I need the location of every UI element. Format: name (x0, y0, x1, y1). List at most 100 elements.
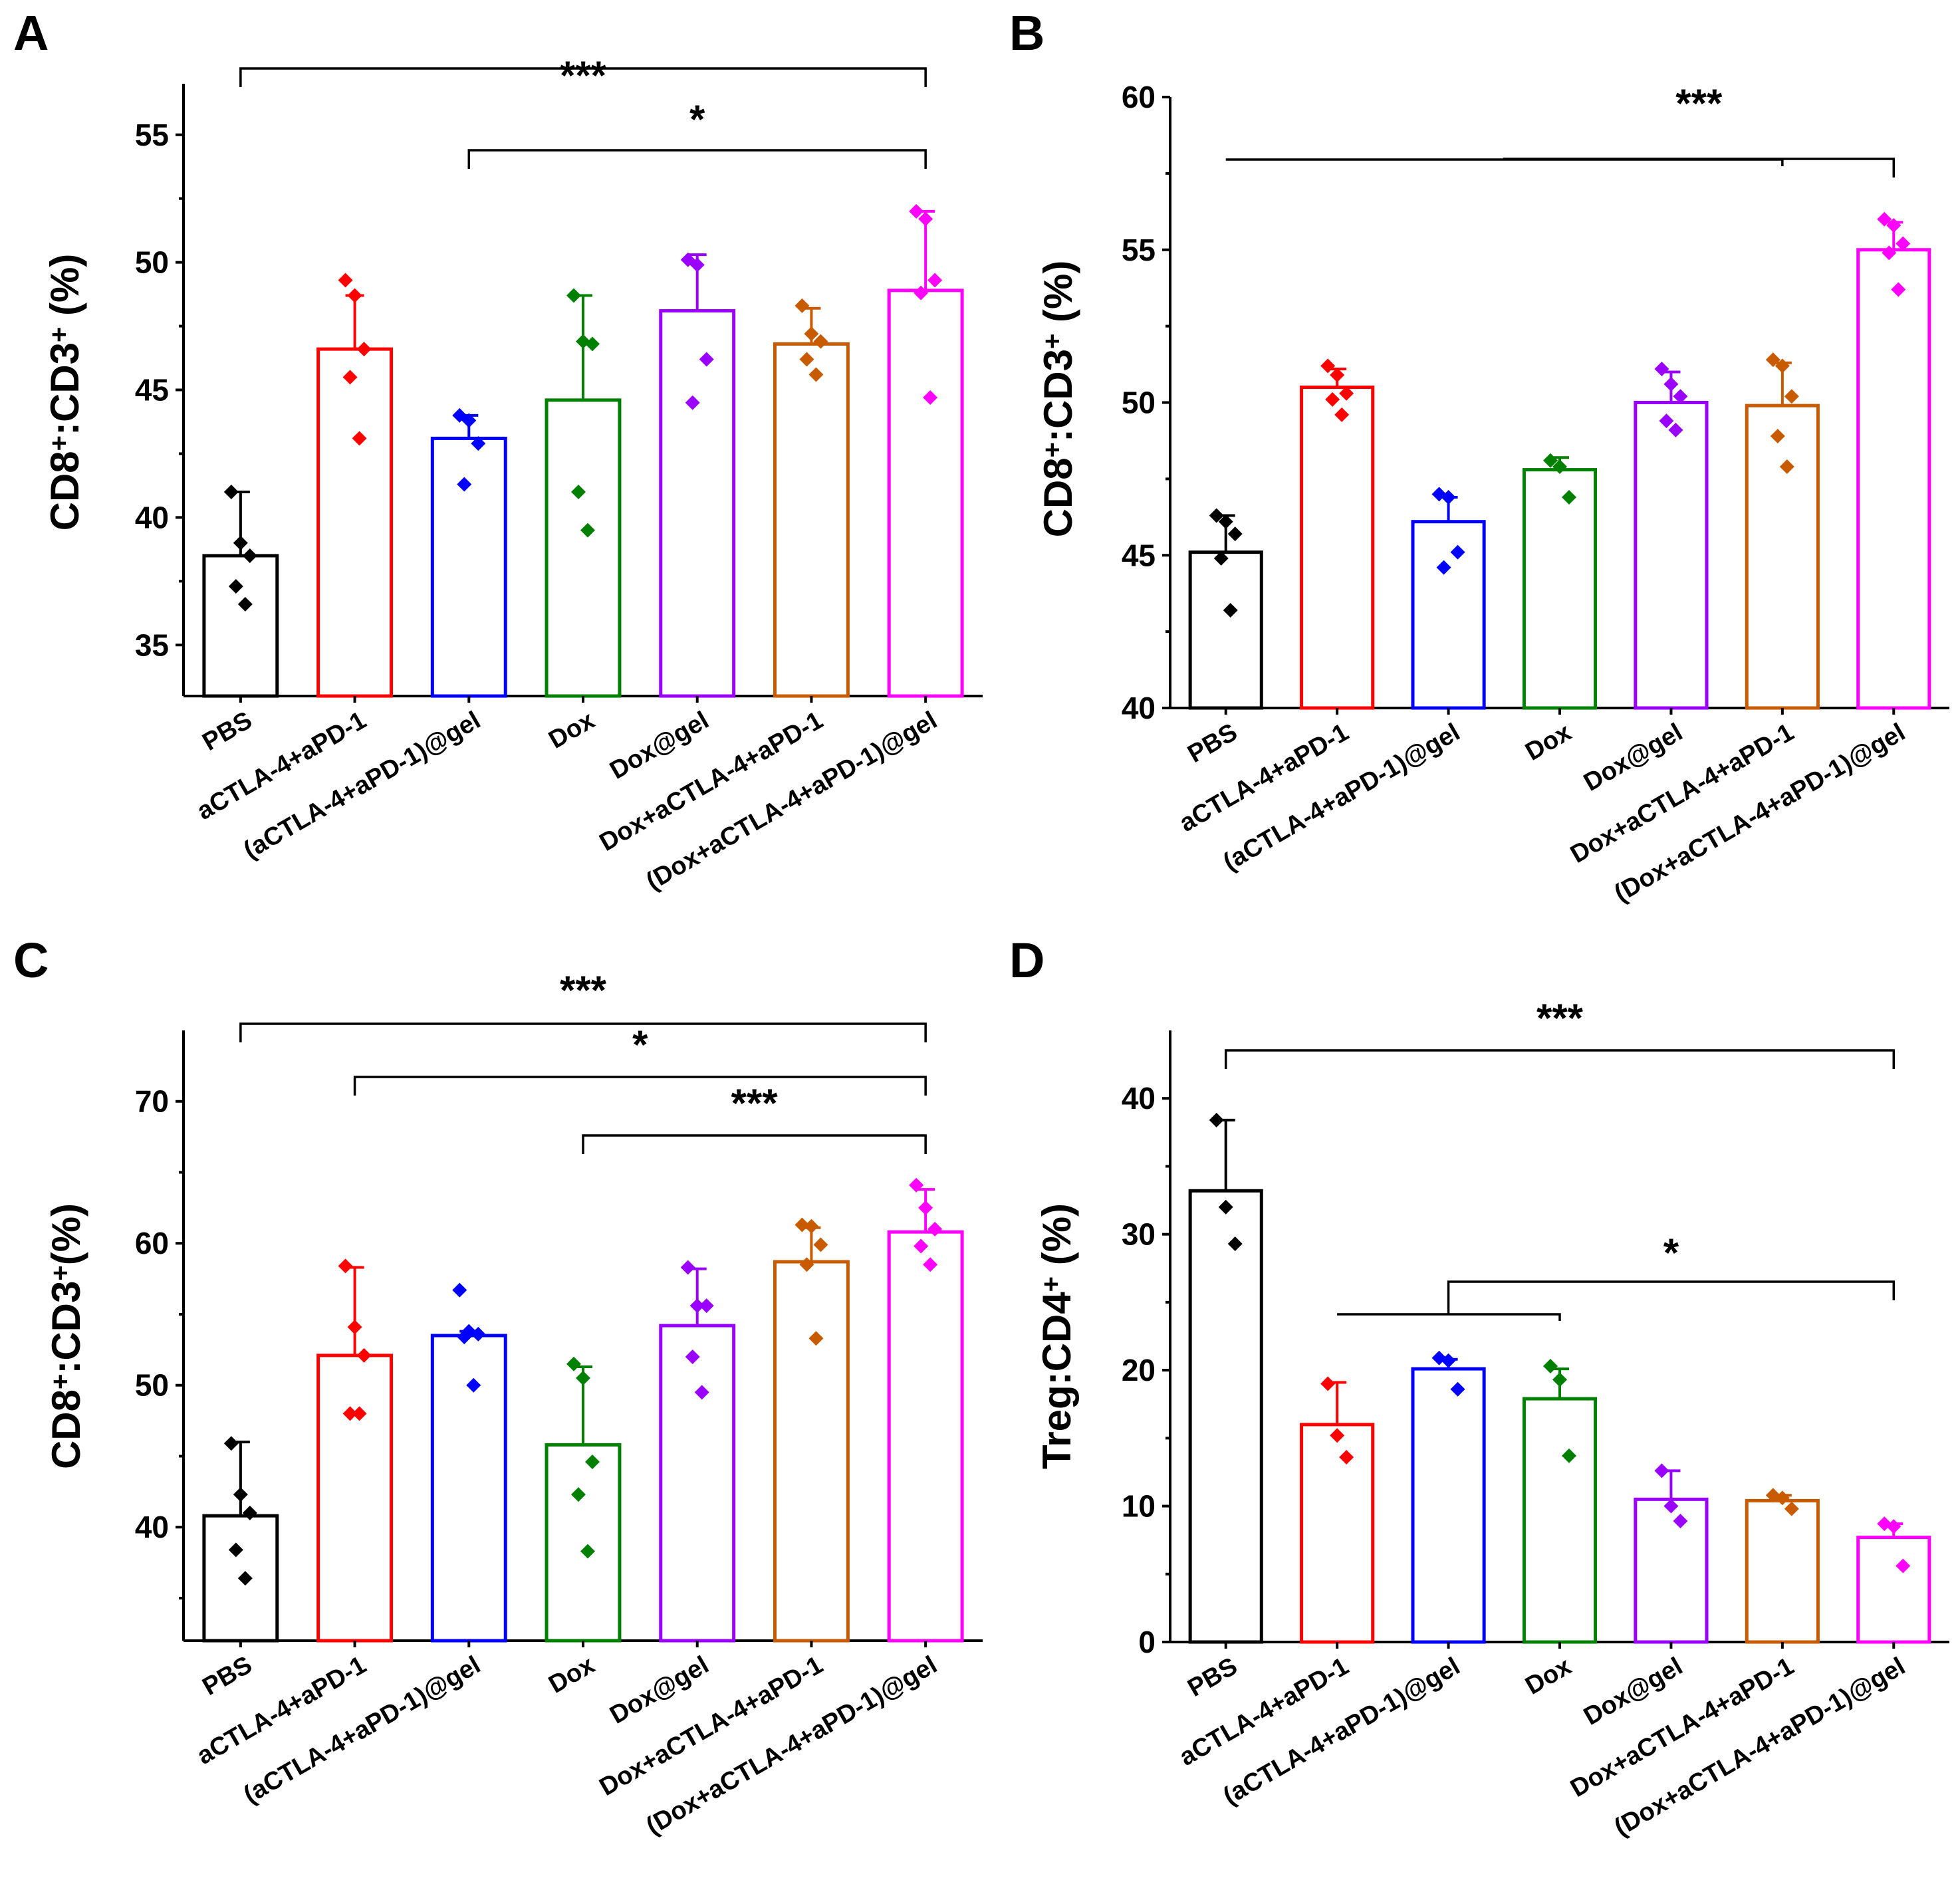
data-point (580, 1544, 595, 1559)
data-point (566, 1356, 581, 1371)
data-point (347, 288, 362, 303)
data-point (1886, 217, 1901, 233)
data-point (813, 1237, 828, 1252)
data-point (689, 1298, 705, 1314)
y-axis-label-part: :CD3 (44, 1281, 88, 1374)
data-point (461, 413, 477, 428)
panel-letter: B (1009, 5, 1044, 60)
data-point (1779, 459, 1794, 474)
y-axis-label-part: :CD3 (1036, 349, 1080, 442)
y-axis-label-superscript: + (1037, 1276, 1066, 1292)
data-point (914, 285, 929, 300)
data-point (1223, 602, 1238, 618)
significance-bracket (1503, 158, 1896, 177)
y-tick-label: 40 (135, 500, 169, 534)
y-tick-label: 45 (135, 373, 169, 408)
y-axis-label-superscript: + (45, 327, 74, 342)
y-axis-label-part: (%) (43, 254, 87, 327)
data-point (242, 1505, 257, 1520)
y-axis-label-part: CD8 (43, 451, 87, 530)
data-point (1663, 1498, 1679, 1514)
panel-letter: A (13, 5, 49, 60)
data-point (452, 1282, 467, 1298)
data-point (1886, 1519, 1901, 1534)
y-axis-label-superscript: + (46, 1265, 75, 1280)
data-point (923, 390, 938, 406)
data-point (923, 1257, 938, 1272)
significance-label: * (1663, 1231, 1679, 1275)
data-point (804, 326, 819, 342)
data-point (1450, 1381, 1465, 1397)
y-tick-label: 35 (135, 628, 169, 662)
y-axis-label-part: CD8 (1036, 457, 1080, 537)
data-point (1659, 413, 1674, 429)
data-point (1218, 514, 1233, 529)
data-point (1891, 282, 1906, 297)
significance-label: *** (1675, 81, 1723, 126)
data-point (571, 485, 586, 499)
data-point (1209, 508, 1224, 523)
data-point (1209, 1112, 1224, 1127)
data-point (457, 477, 472, 492)
y-tick-label: 45 (1122, 538, 1156, 572)
data-point (808, 1331, 824, 1346)
data-point (1320, 358, 1336, 374)
data-point (223, 1436, 239, 1451)
data-point (685, 395, 700, 410)
data-point (338, 1258, 353, 1274)
significance-bracket (467, 149, 927, 169)
data-point (918, 211, 933, 227)
data-point (689, 257, 705, 273)
data-point (914, 1238, 929, 1254)
data-point (699, 352, 714, 367)
y-axis-label: CD8+:CD3+ (%) (1036, 261, 1080, 538)
data-point (909, 1177, 924, 1193)
data-point (680, 1260, 695, 1275)
data-point (1877, 211, 1892, 227)
data-point (909, 203, 924, 219)
data-point (1765, 352, 1780, 368)
data-point (1543, 1358, 1558, 1373)
data-point (356, 342, 372, 357)
y-axis-label-superscript: + (45, 435, 74, 451)
data-point (1770, 429, 1785, 444)
y-tick-label: 55 (135, 118, 169, 152)
data-point (471, 436, 486, 451)
data-point (233, 1487, 248, 1502)
data-point (1562, 489, 1576, 505)
y-tick-label: 40 (135, 1510, 169, 1544)
data-point (356, 1348, 372, 1363)
data-point (585, 1455, 600, 1470)
data-point (1552, 1372, 1567, 1387)
data-point (228, 1542, 243, 1558)
significance-bracket (1224, 1049, 1896, 1069)
data-point (1330, 1428, 1345, 1443)
data-point (1339, 1449, 1354, 1465)
data-point (1543, 453, 1558, 468)
data-point (237, 1571, 253, 1586)
y-tick-label: 40 (1122, 691, 1156, 725)
data-point (457, 1330, 472, 1345)
data-point (352, 431, 367, 446)
y-tick-label: 60 (1122, 80, 1156, 114)
y-axis-label-part: CD8 (44, 1389, 88, 1469)
y-tick-label: 30 (1122, 1217, 1156, 1252)
significance-bracket (1447, 1280, 1896, 1314)
data-point (585, 336, 600, 352)
panel-letter: D (1009, 933, 1044, 988)
data-point (1673, 1514, 1688, 1529)
data-point (804, 1219, 819, 1234)
data-point (1334, 407, 1350, 422)
panel-letter: C (13, 933, 49, 988)
data-point (699, 1298, 714, 1314)
data-point (799, 352, 814, 367)
data-point (1775, 1490, 1790, 1506)
data-point (1227, 1236, 1243, 1251)
y-axis-label-part: :CD3 (43, 342, 87, 435)
data-point (694, 1385, 709, 1400)
y-axis-label-superscript: + (1038, 442, 1067, 457)
data-point (1339, 386, 1354, 401)
data-point (918, 1200, 933, 1215)
significance-bracket (353, 1076, 927, 1096)
data-point (471, 1326, 486, 1342)
